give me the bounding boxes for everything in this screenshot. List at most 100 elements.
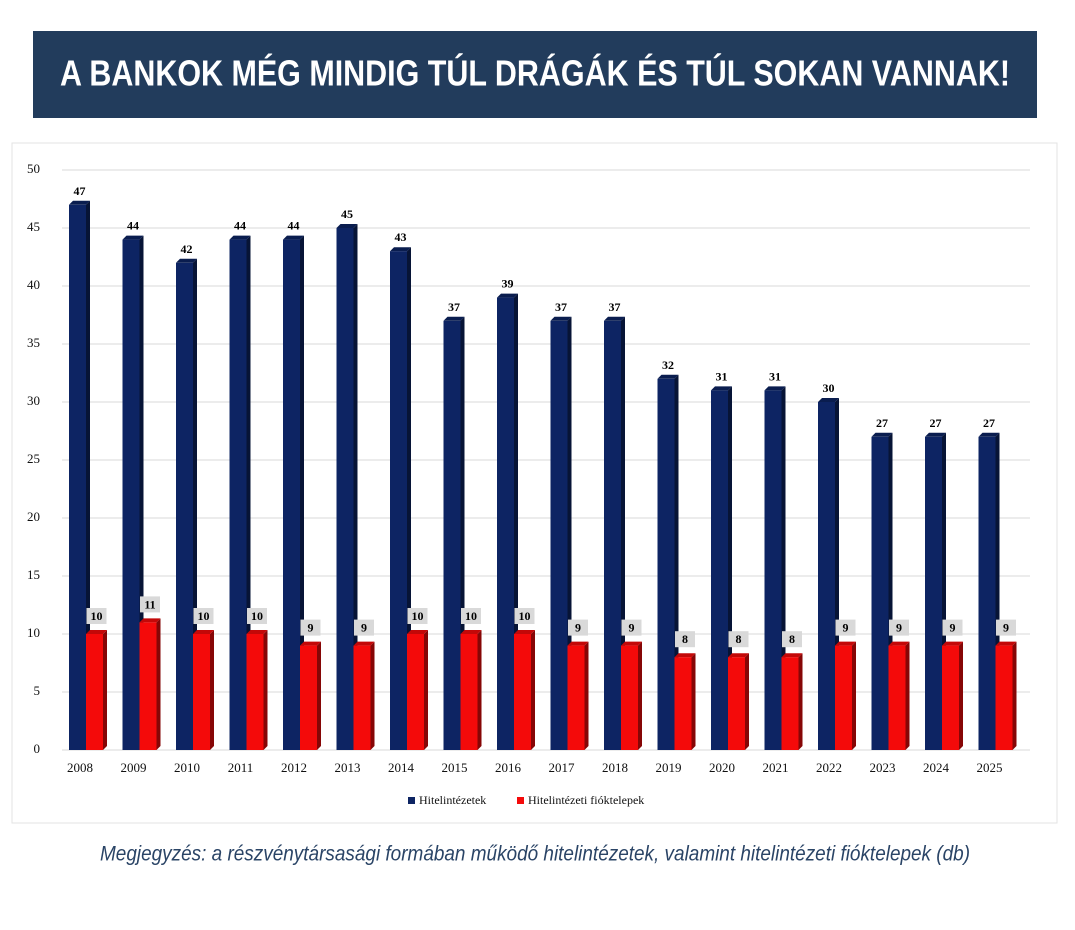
x-tick-label: 2015 <box>442 760 468 775</box>
bar <box>283 239 300 750</box>
value-label: 10 <box>91 609 103 623</box>
value-label-bg <box>782 631 802 648</box>
bar <box>567 645 585 750</box>
value-label: 8 <box>789 632 795 646</box>
x-tick-label: 2017 <box>549 760 576 775</box>
bar-top <box>835 641 856 646</box>
bar-top <box>621 641 642 646</box>
x-tick-label: 2014 <box>388 760 415 775</box>
bar-top <box>139 618 161 623</box>
y-tick-label: 25 <box>27 451 40 466</box>
value-label: 42 <box>181 242 193 256</box>
bar-side <box>621 316 625 750</box>
bar <box>621 645 638 750</box>
value-label-bg <box>407 608 428 624</box>
value-label-bg <box>461 608 481 624</box>
bar-top <box>353 641 375 646</box>
value-label: 37 <box>555 300 567 314</box>
bar <box>942 645 959 750</box>
bar-top <box>229 235 251 240</box>
bar-top <box>407 630 428 634</box>
value-label: 39 <box>502 277 514 291</box>
chart-note: Megjegyzés: a részvénytársasági formában… <box>100 843 970 866</box>
legend-label: Hitelintézetek <box>419 793 486 807</box>
bar <box>711 390 728 750</box>
value-label: 9 <box>575 621 581 635</box>
bar <box>925 436 942 750</box>
bar-top <box>871 432 893 437</box>
value-label: 9 <box>629 621 635 635</box>
value-label: 8 <box>682 632 688 646</box>
bar-top <box>300 641 321 646</box>
bar-side <box>584 641 589 750</box>
x-tick-label: 2009 <box>121 760 147 775</box>
bar-side <box>477 630 482 750</box>
bar-side <box>317 641 321 750</box>
value-label: 10 <box>412 609 424 623</box>
value-label: 37 <box>448 300 460 314</box>
bar-top <box>818 398 839 402</box>
bar-top <box>711 386 732 391</box>
bar-top <box>888 641 910 646</box>
bar-top <box>550 316 572 321</box>
value-label-bg <box>193 608 214 624</box>
bar <box>390 251 407 750</box>
bar-top <box>193 630 214 634</box>
bar-side <box>745 653 749 750</box>
x-tick-label: 2016 <box>495 760 522 775</box>
bar <box>497 297 514 750</box>
x-tick-label: 2019 <box>656 760 682 775</box>
bar <box>229 239 247 750</box>
x-tick-label: 2023 <box>870 760 896 775</box>
x-tick-label: 2011 <box>228 760 254 775</box>
y-tick-label: 10 <box>27 625 40 640</box>
bar-top <box>604 316 625 321</box>
bar <box>336 228 354 750</box>
bar-side <box>852 641 856 750</box>
x-tick-label: 2012 <box>281 760 307 775</box>
bar-top <box>497 293 518 298</box>
value-label-bg <box>568 619 588 636</box>
bar-top <box>925 432 946 437</box>
bar-side <box>156 618 161 750</box>
bar-side <box>798 653 803 750</box>
bar-top <box>657 374 679 379</box>
y-tick-label: 20 <box>27 509 40 524</box>
bar-side <box>103 630 107 750</box>
bar-top <box>781 653 803 658</box>
bar <box>550 320 568 750</box>
value-label: 9 <box>361 621 367 635</box>
value-label: 31 <box>716 369 728 383</box>
value-label-bg <box>300 619 321 636</box>
bar <box>657 378 675 750</box>
value-label: 11 <box>144 597 155 611</box>
bar <box>674 657 692 750</box>
bar <box>443 320 461 750</box>
value-label: 10 <box>251 609 263 623</box>
bar-side <box>531 630 535 750</box>
bar <box>978 436 996 750</box>
legend-swatch <box>517 797 524 804</box>
bar <box>995 645 1013 750</box>
value-label: 31 <box>769 369 781 383</box>
bar-top <box>283 235 304 240</box>
y-tick-label: 45 <box>27 219 40 234</box>
bar <box>407 634 424 750</box>
bar <box>728 657 745 750</box>
y-tick-label: 0 <box>34 741 41 756</box>
bar <box>122 239 140 750</box>
bar-top <box>978 432 1000 437</box>
value-label-bg <box>728 631 749 648</box>
bar-side <box>193 258 197 750</box>
value-label-bg <box>354 619 374 636</box>
x-tick-label: 2008 <box>67 760 93 775</box>
bar-side <box>959 641 963 750</box>
bar-side <box>407 247 411 750</box>
x-tick-label: 2024 <box>923 760 950 775</box>
value-label-bg <box>140 596 160 613</box>
bar-top <box>764 386 786 391</box>
value-label: 27 <box>876 416 888 430</box>
x-tick-label: 2020 <box>709 760 735 775</box>
bar <box>193 634 210 750</box>
